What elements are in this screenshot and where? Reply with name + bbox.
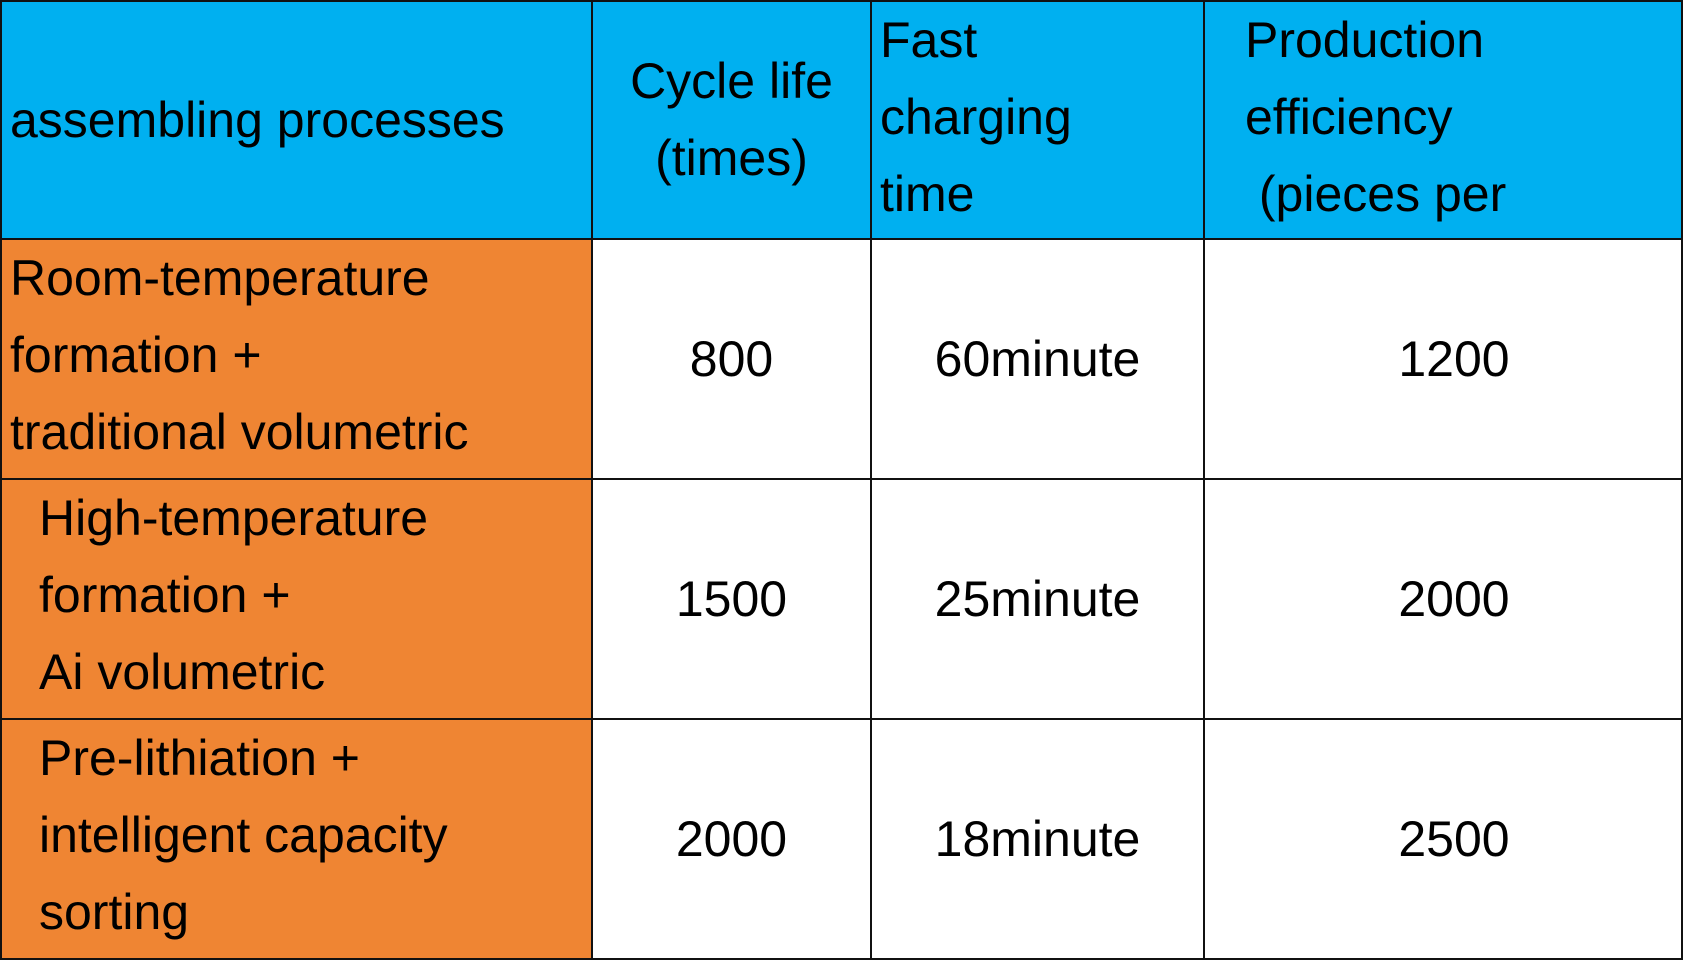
row-label: High-temperature formation + Ai volumetric [0, 478, 593, 720]
header-row: assembling processes Cycle life (times) Fas… [0, 0, 1683, 240]
data-cell: 18minute [870, 718, 1205, 960]
cell-line: High-temperature [39, 490, 429, 546]
data-cell: 2000 [591, 718, 872, 960]
cell-line: charging [880, 89, 1072, 145]
cell-line: 25minute [934, 570, 1141, 627]
header-cell: Fast charging time [870, 0, 1205, 240]
cell-line: Cycle life [630, 53, 833, 109]
data-row: High-temperature formation + Ai volumetric… [0, 478, 1683, 720]
cell-line: Pre-lithiation + [39, 730, 360, 786]
data-cell: 1200 [1203, 238, 1683, 480]
header-cell: Cycle life (times) [591, 0, 872, 240]
cell-line: intelligent capacity [39, 807, 448, 863]
cell-line: assembling processes [10, 91, 505, 148]
data-cell: 1500 [591, 478, 872, 720]
cell-line: 2000 [675, 810, 788, 867]
data-row: Pre-lithiation + intelligent capacity sort… [0, 718, 1683, 960]
cell-line: Ai volumetric [39, 644, 326, 700]
cell-line: 2500 [1398, 810, 1510, 867]
data-cell: 800 [591, 238, 872, 480]
header-cell: assembling processes [0, 0, 593, 240]
cell-line: traditional volumetric [10, 404, 469, 460]
cell-line: formation + [10, 327, 262, 383]
cell-line: efficiency [1245, 89, 1453, 145]
data-cell: 60minute [870, 238, 1205, 480]
cell-line: (times) [655, 130, 808, 186]
row-label: Pre-lithiation + intelligent capacity sort… [0, 718, 593, 960]
cell-line: 1500 [675, 570, 788, 627]
data-cell: 2000 [1203, 478, 1683, 720]
cell-line: (pieces per [1245, 166, 1507, 222]
cell-line: 2000 [1398, 570, 1510, 627]
cell-line: Production [1245, 12, 1485, 68]
row-label: Room-temperature formation + traditional v… [0, 238, 593, 480]
cell-line: 18minute [934, 810, 1141, 867]
data-row: Room-temperature formation + traditional v… [0, 238, 1683, 480]
cell-line: 1200 [1398, 330, 1510, 387]
header-cell: Production efficiency (pieces per [1203, 0, 1683, 240]
cell-line: 800 [689, 330, 774, 387]
cell-line: sorting [39, 884, 190, 940]
data-cell: 2500 [1203, 718, 1683, 960]
data-cell: 25minute [870, 478, 1205, 720]
cell-line: Room-temperature [10, 250, 430, 306]
cell-line: formation + [39, 567, 291, 623]
cell-line: time [880, 166, 975, 222]
cell-line: Fast [880, 12, 978, 68]
cell-line: 60minute [934, 330, 1141, 387]
